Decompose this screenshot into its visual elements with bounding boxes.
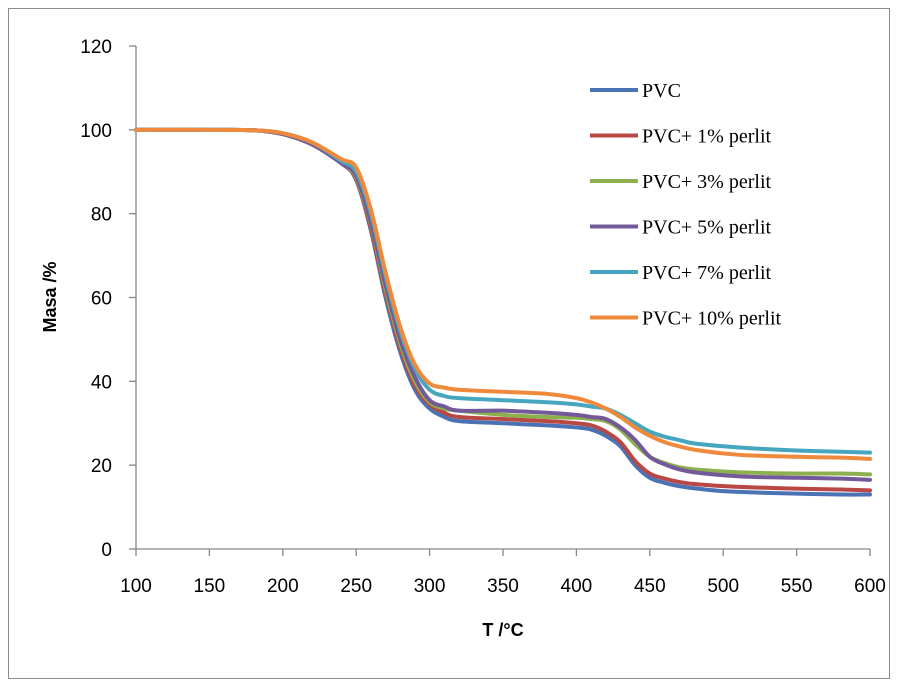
y-tick-label: 100 — [80, 121, 112, 142]
y-tick-label: 40 — [91, 372, 112, 393]
x-tick-label: 450 — [634, 576, 666, 597]
x-tick-label: 550 — [781, 576, 813, 597]
legend-label: PVC+ 7% perlit — [642, 262, 771, 284]
legend-label: PVC — [642, 80, 681, 102]
x-tick-label: 200 — [267, 576, 299, 597]
x-tick-label: 600 — [854, 576, 886, 597]
x-tick-label: 350 — [487, 576, 519, 597]
x-tick-label: 500 — [707, 576, 739, 597]
legend-label: PVC+ 3% perlit — [642, 171, 771, 193]
y-tick-label: 80 — [91, 205, 112, 226]
y-tick-label: 60 — [91, 289, 112, 310]
series-layer — [134, 127, 872, 497]
x-tick-label: 100 — [120, 576, 152, 597]
chart-frame — [8, 8, 890, 679]
legend: PVC PVC+ 1% perlit PVC+ 3% perlit PVC+ 5% p… — [590, 80, 781, 330]
y-axis-title: Masa /% — [40, 261, 60, 332]
ticks: 0 20 40 60 80 100 120 100 150 200 250 300 350 400 450 5… — [80, 37, 886, 597]
x-tick-label: 400 — [561, 576, 593, 597]
y-tick-label: 20 — [91, 456, 112, 477]
y-tick-label: 0 — [101, 540, 112, 561]
legend-label: PVC+ 1% perlit — [642, 126, 771, 148]
legend-label: PVC+ 5% perlit — [642, 217, 771, 239]
x-axis-title: T /°C — [482, 620, 523, 640]
y-tick-label: 120 — [80, 37, 112, 58]
x-tick-label: 150 — [194, 576, 226, 597]
legend-label: PVC+ 10% perlit — [642, 308, 781, 330]
x-tick-label: 300 — [414, 576, 446, 597]
x-tick-label: 250 — [340, 576, 372, 597]
series-line-5 — [134, 127, 872, 461]
